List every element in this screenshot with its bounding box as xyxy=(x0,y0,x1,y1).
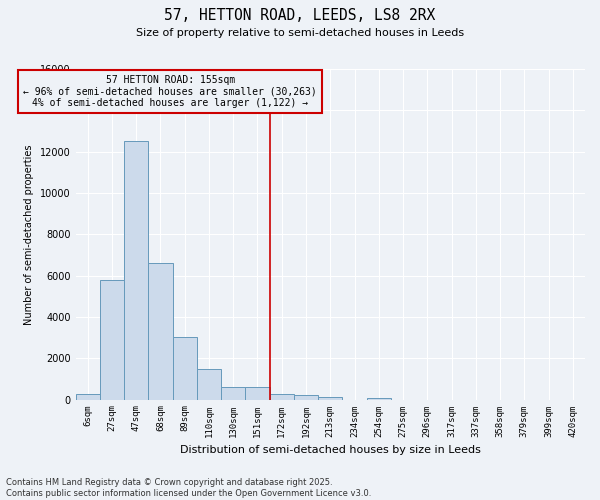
Bar xyxy=(367,398,391,400)
Bar xyxy=(76,394,100,400)
Bar xyxy=(173,336,197,400)
Bar xyxy=(318,397,343,400)
Bar xyxy=(197,368,221,400)
Bar xyxy=(245,387,269,400)
Bar xyxy=(269,394,294,400)
Text: Size of property relative to semi-detached houses in Leeds: Size of property relative to semi-detach… xyxy=(136,28,464,38)
Bar xyxy=(124,142,148,400)
Text: Contains HM Land Registry data © Crown copyright and database right 2025.
Contai: Contains HM Land Registry data © Crown c… xyxy=(6,478,371,498)
Bar xyxy=(221,387,245,400)
Text: 57, HETTON ROAD, LEEDS, LS8 2RX: 57, HETTON ROAD, LEEDS, LS8 2RX xyxy=(164,8,436,22)
Y-axis label: Number of semi-detached properties: Number of semi-detached properties xyxy=(25,144,34,324)
X-axis label: Distribution of semi-detached houses by size in Leeds: Distribution of semi-detached houses by … xyxy=(180,445,481,455)
Bar xyxy=(100,280,124,400)
Bar xyxy=(148,263,173,400)
Text: 57 HETTON ROAD: 155sqm
← 96% of semi-detached houses are smaller (30,263)
4% of : 57 HETTON ROAD: 155sqm ← 96% of semi-det… xyxy=(23,75,317,108)
Bar xyxy=(294,396,318,400)
